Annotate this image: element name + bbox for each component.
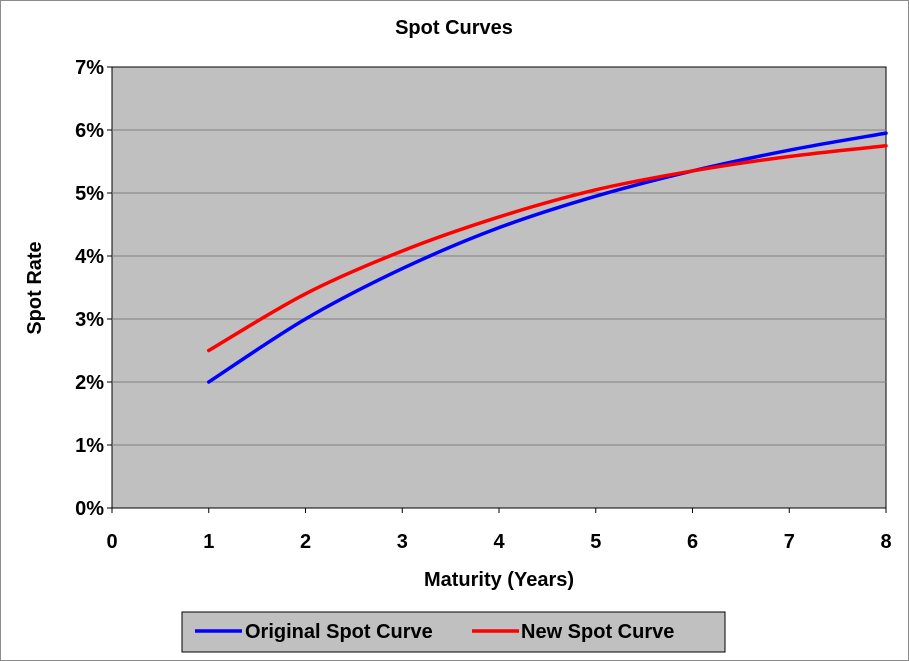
y-tick-label: 4% [75, 246, 104, 268]
x-tick-label: 5 [590, 531, 601, 553]
legend-box [181, 611, 726, 653]
plot-area [111, 66, 887, 509]
y-tick-label: 0% [75, 498, 104, 520]
x-tick-label: 2 [300, 531, 311, 553]
y-tick-label: 5% [75, 183, 104, 205]
series-line-new [207, 144, 888, 353]
y-axis-ticks: 0% 1% 2% 3% 4% 5% 6% 7% [75, 57, 112, 520]
x-tick-label: 6 [687, 531, 698, 553]
y-axis-title: Spot Rate [24, 241, 46, 334]
chart-title: Spot Curves [395, 17, 513, 39]
y-tick-label: 2% [75, 372, 104, 394]
y-tick-label: 6% [75, 120, 104, 142]
x-tick-label: 8 [880, 531, 891, 553]
x-axis-ticks: 0 1 2 3 4 5 6 7 8 [106, 508, 892, 553]
x-tick-label: 1 [203, 531, 214, 553]
series-lines [207, 131, 888, 384]
x-tick-label: 0 [106, 531, 117, 553]
grid-lines [112, 129, 886, 446]
x-tick-label: 3 [397, 531, 408, 553]
series-line-original [207, 131, 888, 384]
legend-label-new: New Spot Curve [521, 621, 674, 643]
x-tick-label: 4 [493, 531, 505, 553]
y-tick-label: 3% [75, 309, 104, 331]
y-tick-label: 1% [75, 435, 104, 457]
legend-label-original: Original Spot Curve [245, 621, 433, 643]
x-axis-title: Maturity (Years) [424, 569, 574, 591]
x-tick-label: 7 [784, 531, 795, 553]
y-tick-label: 7% [75, 57, 104, 79]
